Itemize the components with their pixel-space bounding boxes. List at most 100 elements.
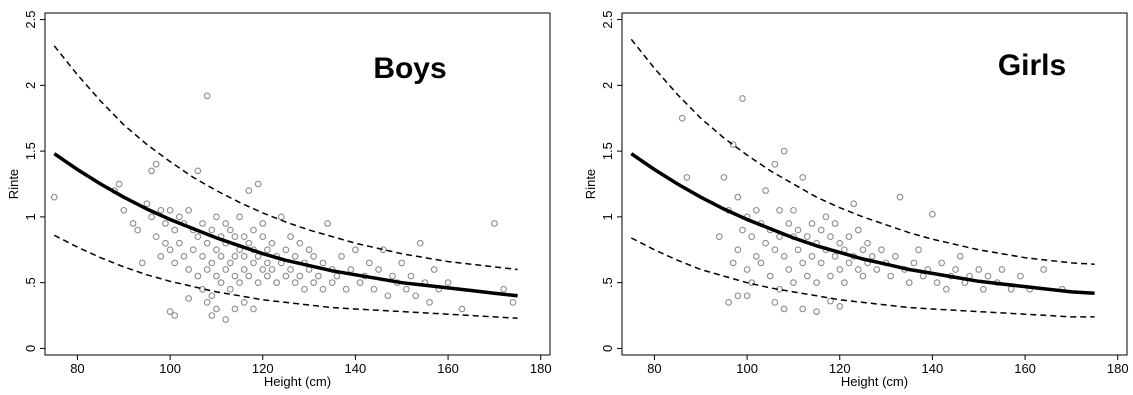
data-point [194, 167, 202, 175]
y-tick-label: 0 [600, 345, 615, 352]
data-point [148, 167, 155, 175]
x-tick-label: 80 [647, 361, 661, 376]
y-tick-label: 1.5 [23, 142, 38, 160]
data-point [762, 239, 769, 247]
x-tick-label: 180 [530, 361, 552, 376]
y-tick-label: 2 [600, 82, 615, 89]
x-tick-label: 80 [70, 361, 84, 376]
data-point [217, 279, 225, 287]
data-point [887, 272, 895, 280]
reference-limit-line [53, 234, 518, 319]
data-point [743, 266, 751, 273]
data-point [426, 299, 433, 306]
data-point [319, 285, 327, 293]
data-point [771, 299, 779, 306]
plot-frame [621, 12, 1128, 356]
data-point [194, 233, 202, 240]
data-point [287, 233, 294, 240]
data-point [213, 305, 220, 313]
data-point [268, 266, 276, 273]
data-point [291, 252, 299, 260]
data-point [310, 279, 318, 287]
data-point [683, 174, 691, 181]
data-point [199, 220, 206, 227]
data-point [734, 193, 742, 201]
data-point [403, 285, 410, 293]
data-point [185, 295, 192, 302]
data-point [933, 279, 941, 287]
data-point [458, 305, 466, 313]
reference-limit-line [630, 237, 1095, 318]
data-point [245, 239, 253, 247]
data-point [250, 226, 257, 234]
data-point [822, 213, 830, 221]
data-point [915, 246, 922, 254]
data-point [208, 312, 216, 319]
data-point [929, 210, 936, 218]
data-point [245, 187, 253, 194]
data-point [845, 259, 853, 267]
data-point [379, 246, 387, 254]
data-point [841, 279, 848, 287]
data-point [734, 292, 742, 300]
data-point [891, 252, 899, 260]
plot-frame [44, 12, 551, 356]
data-point [757, 259, 765, 267]
data-point [291, 279, 299, 287]
data-point [333, 272, 341, 280]
data-point [780, 252, 788, 260]
data-point [416, 239, 424, 247]
data-point [189, 246, 197, 254]
data-point [231, 252, 239, 260]
data-point [813, 279, 820, 287]
data-point [231, 305, 239, 313]
data-point [739, 226, 746, 234]
data-point [919, 272, 927, 280]
data-point [268, 239, 276, 247]
data-point [264, 272, 271, 280]
data-point [910, 259, 918, 267]
data-point [287, 266, 294, 273]
data-point [152, 160, 160, 168]
data-point [240, 233, 248, 240]
data-point [166, 246, 174, 254]
data-point [776, 206, 783, 214]
data-point [222, 220, 230, 227]
data-point [264, 246, 271, 254]
data-point [324, 220, 331, 227]
data-point [748, 279, 756, 287]
data-point [152, 233, 160, 240]
data-point [176, 239, 183, 247]
data-point [785, 266, 793, 273]
data-point [905, 279, 913, 287]
data-point [115, 180, 123, 188]
panel-title: Girls [998, 49, 1066, 82]
data-point [794, 246, 802, 254]
data-point [753, 252, 760, 260]
chart-panel-1: 80 100 120 140 160 180 0 .5 1 1.5 2 2.5 Height (cm) R… [6, 11, 552, 389]
data-point [236, 279, 243, 287]
x-tick-label: 140 [922, 361, 944, 376]
y-tick-label: 1.5 [600, 142, 615, 160]
reference-mean-line [53, 152, 518, 298]
data-point [799, 305, 807, 313]
x-tick-label: 120 [252, 361, 274, 376]
data-point [734, 246, 742, 254]
data-point [715, 233, 723, 240]
data-point [347, 266, 355, 273]
y-tick-label: .5 [600, 277, 615, 288]
data-point [282, 272, 290, 280]
data-point [250, 305, 257, 313]
data-point [134, 226, 142, 234]
data-point [873, 266, 881, 273]
data-point [342, 285, 350, 293]
data-point [827, 297, 834, 305]
y-tick-label: 1 [600, 213, 615, 220]
data-point [301, 285, 308, 293]
data-point [250, 259, 257, 267]
data-point [984, 272, 992, 280]
data-point [1007, 285, 1015, 293]
data-point [813, 308, 820, 315]
data-point [384, 292, 392, 300]
data-point [208, 226, 216, 234]
